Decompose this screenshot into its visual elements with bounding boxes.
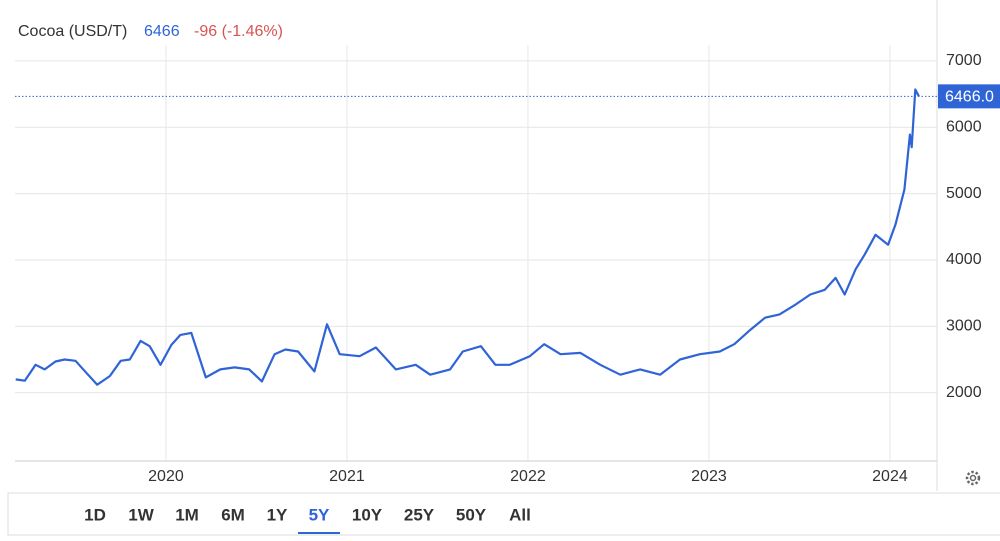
- x-tick-label: 2024: [872, 468, 908, 485]
- range-button[interactable]: 1M: [175, 505, 199, 524]
- y-tick-label: 7000: [946, 52, 982, 69]
- x-tick-label: 2022: [510, 468, 546, 485]
- toolbar: [7, 492, 1000, 536]
- range-button[interactable]: 1D: [84, 505, 106, 524]
- range-button[interactable]: 1W: [128, 505, 154, 524]
- chart-title: Cocoa (USD/T): [18, 23, 127, 40]
- price-change: -96 (-1.46%): [194, 23, 283, 40]
- settings-icon[interactable]: [965, 470, 981, 486]
- y-tick-label: 2000: [946, 384, 982, 401]
- y-tick-label: 3000: [946, 318, 982, 335]
- y-tick-label: 4000: [946, 251, 982, 268]
- range-button[interactable]: All: [509, 505, 531, 524]
- range-button[interactable]: 5Y: [309, 505, 330, 524]
- last-price: 6466: [144, 23, 180, 40]
- last-price-label: 6466.0: [945, 89, 994, 106]
- x-tick-label: 2020: [148, 468, 184, 485]
- x-tick-label: 2023: [691, 468, 727, 485]
- range-button[interactable]: 10Y: [352, 505, 383, 524]
- y-tick-label: 5000: [946, 185, 982, 202]
- price-line: [15, 88, 920, 386]
- x-tick-label: 2021: [329, 468, 365, 485]
- range-button[interactable]: 6M: [221, 505, 245, 524]
- y-tick-label: 6000: [946, 118, 982, 135]
- range-button[interactable]: 1Y: [267, 505, 288, 524]
- last-price-box: [938, 84, 1000, 109]
- range-button[interactable]: 25Y: [404, 505, 435, 524]
- range-button[interactable]: 50Y: [456, 505, 487, 524]
- selected-underline: [298, 532, 340, 534]
